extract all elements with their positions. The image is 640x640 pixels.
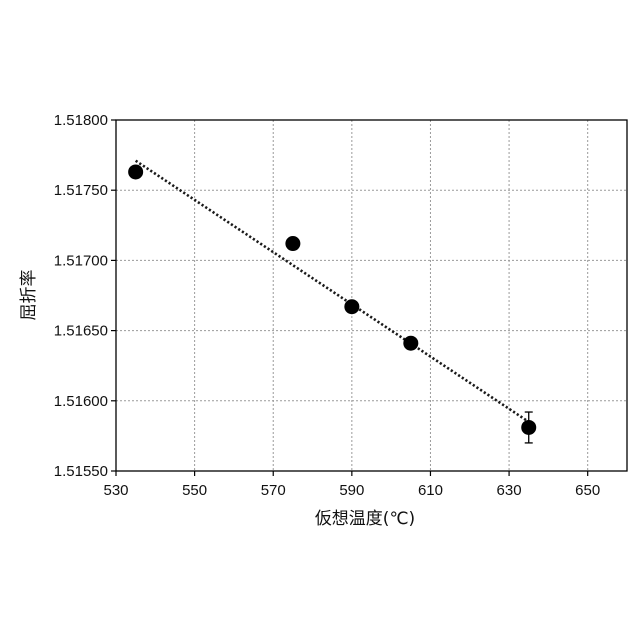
data-point-4 (521, 420, 536, 435)
data-point-1 (285, 236, 300, 251)
x-tick-label-590: 590 (339, 482, 364, 499)
data-point-3 (403, 336, 418, 351)
data-point-0 (128, 164, 143, 179)
y-tick-labels: 1.51550 1.51600 1.51650 1.51700 1.51750 1.518… (54, 112, 108, 480)
x-tick-labels: 530 550 570 590 610 630 650 (103, 482, 600, 499)
x-tick-label-650: 650 (575, 482, 600, 499)
data-points (128, 164, 536, 435)
x-tick-label-550: 550 (182, 482, 207, 499)
x-axis-label: 仮想温度(℃) (315, 509, 415, 529)
x-tick-label-610: 610 (418, 482, 443, 499)
x-tick-label-630: 630 (497, 482, 522, 499)
y-tick-label-1.51800: 1.51800 (54, 112, 108, 129)
y-tick-label-1.51550: 1.51550 (54, 463, 108, 480)
plot-frame (116, 120, 627, 471)
y-tick-label-1.51600: 1.51600 (54, 393, 108, 410)
x-tick-label-570: 570 (261, 482, 286, 499)
grid-lines (116, 120, 627, 471)
y-tick-label-1.51700: 1.51700 (54, 252, 108, 269)
y-tick-label-1.51650: 1.51650 (54, 323, 108, 340)
trendline (136, 161, 529, 422)
y-tick-label-1.51750: 1.51750 (54, 182, 108, 199)
y-axis-label: 屈折率 (19, 270, 39, 321)
x-tick-label-530: 530 (103, 482, 128, 499)
trendline-group (136, 161, 529, 422)
plot-frame-group (111, 120, 627, 476)
data-point-2 (344, 299, 359, 314)
